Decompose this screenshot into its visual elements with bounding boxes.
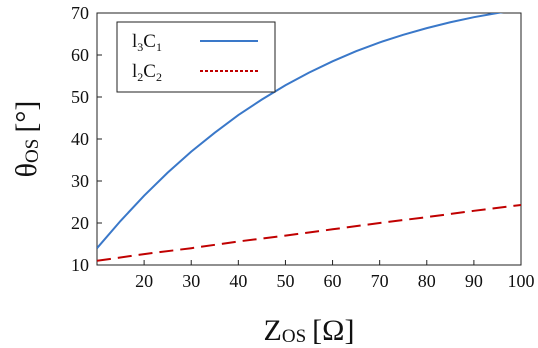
x-tick-label: 90 [465, 271, 483, 291]
x-tick-label: 70 [371, 271, 389, 291]
x-tick-label: 40 [229, 271, 247, 291]
y-tick-label: 70 [71, 3, 89, 23]
x-tick-label: 60 [324, 271, 342, 291]
legend-label-1: l2C2 [132, 61, 162, 84]
x-axis-title: ZOS [Ω] [264, 314, 355, 347]
x-tick-label: 20 [135, 271, 153, 291]
y-tick-label: 30 [71, 171, 89, 191]
x-tick-label: 30 [182, 271, 200, 291]
x-tick-label: 50 [276, 271, 294, 291]
x-tick-label: 100 [508, 271, 535, 291]
y-tick-label: 60 [71, 45, 89, 65]
legend-label-0: l3C1 [132, 31, 162, 54]
x-tick-label: 80 [418, 271, 436, 291]
plot-area [97, 13, 521, 262]
y-tick-label: 40 [71, 129, 89, 149]
y-tick-label: 20 [71, 213, 89, 233]
series-line-l2C2 [97, 203, 521, 262]
y-tick-label: 50 [71, 87, 89, 107]
y-tick-label: 10 [71, 255, 89, 275]
y-axis-title: θOS[°] [10, 101, 43, 178]
tick-group: 20 30 40 50 60 70 80 90 100 10 20 30 40 50 60 70 [71, 3, 535, 291]
legend-box [116, 21, 276, 93]
legend: l3C1 l2C2 [116, 21, 276, 93]
series-line-l3C1 [97, 13, 504, 249]
